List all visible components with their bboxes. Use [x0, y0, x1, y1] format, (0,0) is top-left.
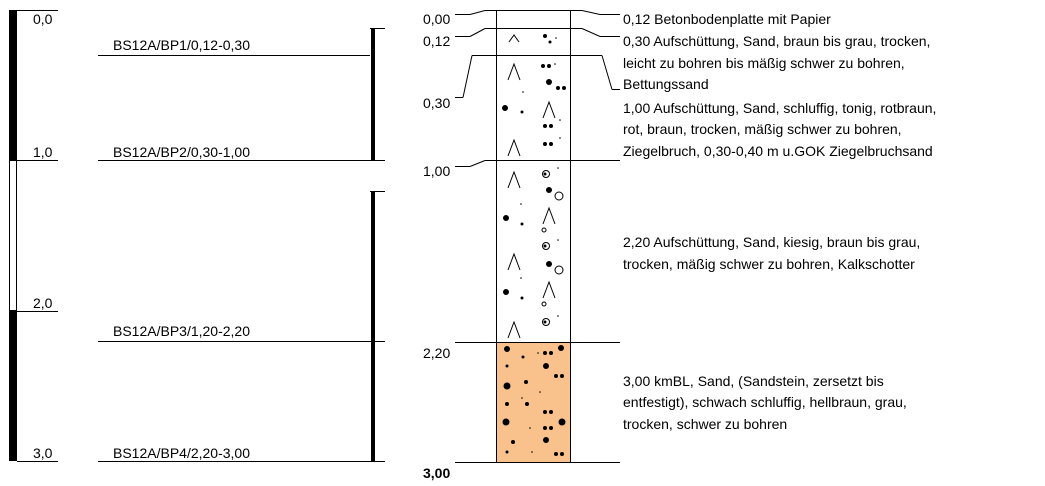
layer-2-line-2: leicht zu bohren bis mäßig schwer zu boh…	[623, 55, 905, 71]
depth-scale-bar	[9, 10, 17, 461]
soil-column	[496, 10, 571, 463]
layer-4-line-1: 2,20 Aufschüttung, Sand, kiesig, braun b…	[623, 234, 920, 250]
scale-segment-0-1	[9, 10, 17, 160]
boundary-label: 1,00	[423, 163, 450, 179]
sample-bar-bp1-bp2	[371, 28, 375, 160]
layer-5-line-3: trocken, schwer zu bohren	[623, 416, 787, 432]
depth-tick-label: 3,0	[33, 445, 53, 461]
hatch-layer-4	[503, 167, 564, 339]
hatch-layer-5	[502, 345, 566, 456]
sample-column: BS12A/BP1/0,12-0,30 BS12A/BP2/0,30-1,00 …	[98, 37, 385, 462]
scale-segment-2-3	[9, 311, 17, 461]
boundary-label: 0,30	[423, 95, 450, 111]
sample-bar-bp3-bp4	[371, 191, 375, 461]
layer-2-line-1: 0,30 Aufschüttung, Sand, braun bis grau,…	[623, 33, 930, 49]
layer-1-line-1: 0,12 Betonbodenplatte mit Papier	[623, 11, 831, 27]
sample-interval-bars	[370, 28, 385, 461]
layer-5-line-1: 3,00 kmBL, Sand, (Sandstein, zersetzt bi…	[623, 373, 884, 389]
sample-label: BS12A/BP3/1,20-2,20	[113, 323, 250, 339]
hatch-layer-3	[502, 62, 566, 157]
scale-segment-1-2	[9, 160, 17, 311]
depth-tick-label: 1,0	[33, 144, 53, 160]
boundary-label: 2,20	[423, 345, 450, 361]
column-outline	[496, 10, 571, 463]
description-leaders	[570, 10, 620, 463]
layer-4-line-2: trocken, mäßig schwer zu bohren, Kalksch…	[623, 256, 915, 272]
sample-label: BS12A/BP1/0,12-0,30	[113, 37, 250, 53]
layer-descriptions: 0,12 Betonbodenplatte mit Papier 0,30 Au…	[623, 11, 936, 432]
depth-scale-ticks: 0,0 1,0 2,0 3,0	[17, 10, 58, 462]
depth-tick-label: 2,0	[33, 295, 53, 311]
hatch-layer-2	[508, 34, 557, 44]
depth-tick-label: 0,0	[33, 11, 53, 27]
layer-3-line-1: 1,00 Aufschüttung, Sand, schluffig, toni…	[623, 100, 936, 116]
layer-3-line-3: Ziegelbruch, 0,30-0,40 m u.GOK Ziegelbru…	[623, 143, 933, 159]
boundary-depth-labels: 0,00 0,12 0,30 1,00 2,20 3,00	[423, 10, 496, 481]
layer-kmbl-fill	[496, 342, 571, 463]
boundary-label: 0,00	[423, 11, 450, 27]
layer-2-line-3: Bettungssand	[623, 76, 709, 92]
final-depth-label: 3,00	[423, 465, 450, 481]
layer-3-line-2: rot, braun, trocken, mäßig schwer zu boh…	[623, 121, 902, 137]
sample-label: BS12A/BP2/0,30-1,00	[113, 144, 250, 160]
sample-label: BS12A/BP4/2,20-3,00	[113, 445, 250, 461]
boundary-label: 0,12	[423, 33, 450, 49]
layer-5-line-2: entfestigt), schwach schluffig, hellbrau…	[623, 394, 907, 410]
